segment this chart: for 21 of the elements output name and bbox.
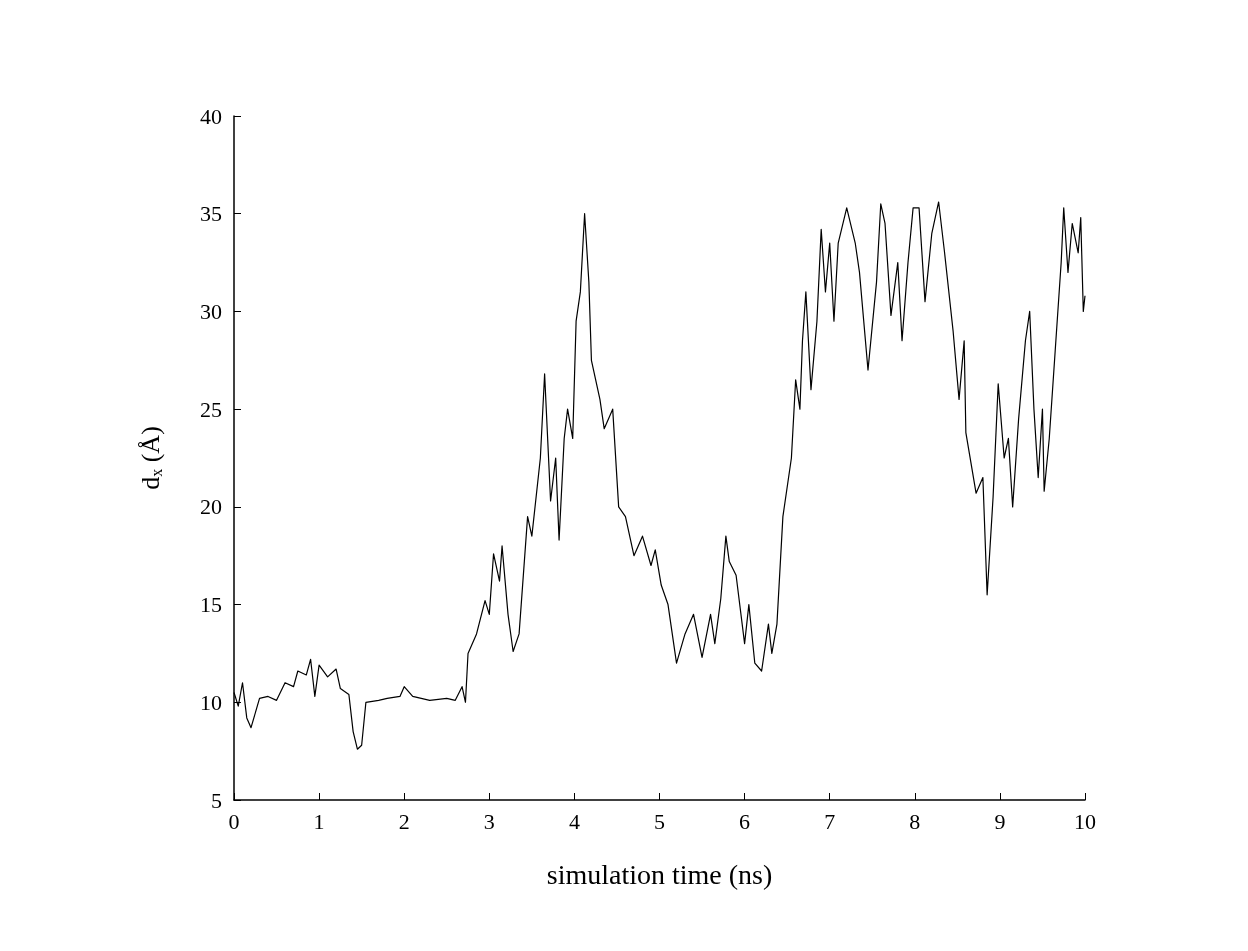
x-tick-label: 9	[994, 808, 1006, 834]
y-tick-label: 25	[200, 396, 222, 422]
x-tick-label: 7	[824, 808, 836, 834]
x-tick-label: 6	[739, 808, 751, 834]
y-axis-title: dx (Å)	[135, 426, 165, 490]
y-tick-label: 35	[200, 201, 222, 227]
y-tick-label: 40	[200, 103, 222, 129]
x-tick-label: 10	[1074, 808, 1096, 834]
y-tick-label: 30	[200, 298, 222, 324]
y-tick-label: 10	[200, 689, 222, 715]
x-tick-label: 5	[654, 808, 665, 834]
x-tick-label: 8	[909, 808, 921, 834]
x-axis-title: simulation time (ns)	[546, 858, 773, 890]
y-tick-label: 5	[211, 787, 222, 813]
x-tick-label: 4	[568, 808, 580, 834]
x-tick-label: 0	[228, 808, 240, 834]
x-tick-label: 2	[398, 808, 410, 834]
x-tick-label: 1	[313, 808, 325, 834]
x-tick-label: 3	[483, 808, 495, 834]
y-tick-label: 15	[200, 592, 222, 618]
y-tick-label: 20	[200, 494, 222, 520]
